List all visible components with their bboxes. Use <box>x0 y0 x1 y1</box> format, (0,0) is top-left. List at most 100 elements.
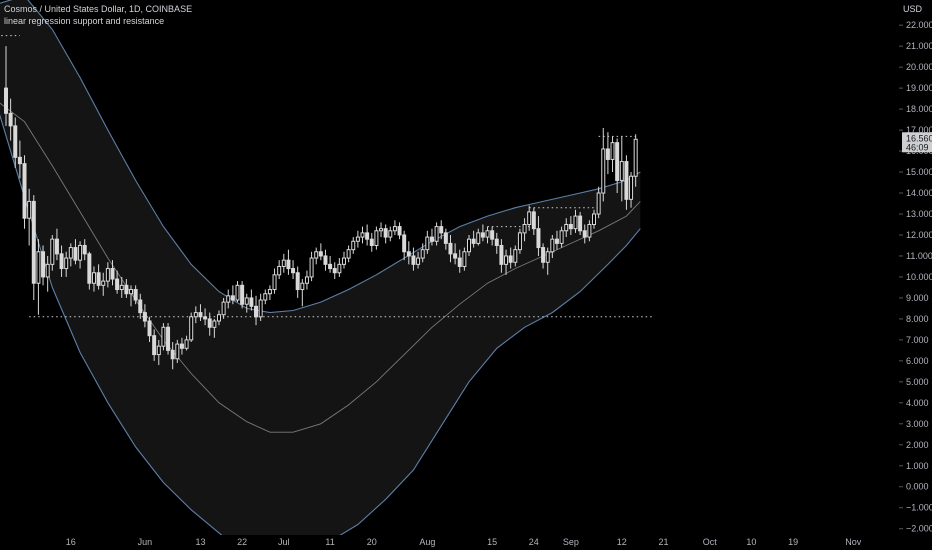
candle[interactable] <box>522 218 527 242</box>
candle[interactable] <box>207 312 212 336</box>
candle[interactable] <box>59 245 64 277</box>
candle[interactable] <box>281 253 286 273</box>
candle[interactable] <box>50 234 55 271</box>
symbol-title[interactable]: Cosmos / United States Dollar, 1D, COINB… <box>4 4 193 14</box>
candle[interactable] <box>184 335 189 351</box>
candle[interactable] <box>629 172 634 208</box>
candle[interactable] <box>494 232 499 254</box>
candle[interactable] <box>402 230 407 261</box>
candle[interactable] <box>295 266 300 298</box>
candle[interactable] <box>8 98 13 141</box>
candle[interactable] <box>216 310 221 326</box>
candle[interactable] <box>531 207 536 235</box>
candle[interactable] <box>568 216 573 235</box>
candle[interactable] <box>119 276 124 298</box>
candle[interactable] <box>68 243 73 267</box>
candle[interactable] <box>78 241 83 269</box>
candle[interactable] <box>142 304 147 328</box>
candle[interactable] <box>147 316 152 342</box>
candle[interactable] <box>314 247 319 265</box>
candle[interactable] <box>277 260 282 280</box>
candle[interactable] <box>263 289 268 305</box>
candle[interactable] <box>129 285 134 307</box>
candle[interactable] <box>448 234 453 263</box>
candle[interactable] <box>508 247 513 269</box>
candle[interactable] <box>379 222 384 238</box>
candle[interactable] <box>517 228 522 254</box>
candle[interactable] <box>578 211 583 235</box>
candle[interactable] <box>230 285 235 305</box>
candle[interactable] <box>13 117 18 168</box>
candle[interactable] <box>564 218 569 238</box>
candle[interactable] <box>351 237 356 254</box>
candle[interactable] <box>249 289 254 311</box>
candle[interactable] <box>179 337 184 355</box>
candle[interactable] <box>105 262 110 288</box>
candle[interactable] <box>244 293 249 313</box>
candle[interactable] <box>490 226 495 246</box>
candle[interactable] <box>193 306 198 324</box>
candle[interactable] <box>304 270 309 290</box>
candle[interactable] <box>619 136 624 202</box>
candle[interactable] <box>323 249 328 271</box>
candle[interactable] <box>397 222 402 240</box>
candle[interactable] <box>133 285 138 305</box>
candle[interactable] <box>559 226 564 248</box>
candle[interactable] <box>212 318 217 338</box>
candle[interactable] <box>467 234 471 256</box>
candle[interactable] <box>513 245 518 267</box>
candle[interactable] <box>615 138 620 194</box>
candle[interactable] <box>101 272 106 296</box>
candle[interactable] <box>82 239 87 261</box>
candle[interactable] <box>462 247 467 271</box>
indicator-label[interactable]: linear regression support and resistance <box>4 16 165 26</box>
candle[interactable] <box>4 46 8 126</box>
candle[interactable] <box>267 285 272 301</box>
candle[interactable] <box>573 209 578 233</box>
candle[interactable] <box>332 262 337 280</box>
candle[interactable] <box>45 255 50 292</box>
candle[interactable] <box>480 224 485 242</box>
candle[interactable] <box>17 140 22 179</box>
candle[interactable] <box>411 247 416 271</box>
candle[interactable] <box>254 295 259 326</box>
candle[interactable] <box>388 226 393 242</box>
candle[interactable] <box>124 279 129 298</box>
candle[interactable] <box>235 281 240 303</box>
candle[interactable] <box>369 232 374 252</box>
candle[interactable] <box>439 220 444 240</box>
candle[interactable] <box>22 155 27 229</box>
candle[interactable] <box>355 230 360 248</box>
candle[interactable] <box>300 279 305 307</box>
candle[interactable] <box>189 312 194 342</box>
time-axis[interactable]: 16 Jun 13 22 Jul 11 20 Aug 15 24 Sep 12 21 Oct 10 19 Nov <box>66 537 862 547</box>
candle[interactable] <box>582 224 587 244</box>
candle[interactable] <box>36 239 41 315</box>
candle[interactable] <box>198 304 203 321</box>
candle[interactable] <box>341 251 346 269</box>
candle[interactable] <box>309 251 314 282</box>
candle[interactable] <box>453 243 458 265</box>
candle[interactable] <box>406 241 411 265</box>
candle[interactable] <box>87 251 92 290</box>
candle[interactable] <box>64 251 69 277</box>
candle[interactable] <box>601 127 606 202</box>
candle[interactable] <box>605 132 610 175</box>
candle[interactable] <box>175 339 180 363</box>
candle[interactable] <box>221 297 226 319</box>
candle[interactable] <box>383 224 388 244</box>
candle[interactable] <box>420 243 425 263</box>
candle[interactable] <box>365 224 370 246</box>
candle[interactable] <box>457 249 462 273</box>
candle[interactable] <box>291 260 296 280</box>
candle[interactable] <box>374 226 379 250</box>
candle[interactable] <box>527 205 532 231</box>
price-axis[interactable]: −2.000 −1.000 0.000 1.000 2.000 3.000 4.000 5.0… <box>899 20 932 534</box>
candle[interactable] <box>425 230 430 254</box>
candle[interactable] <box>346 245 351 263</box>
candle[interactable] <box>504 249 509 275</box>
candle[interactable] <box>161 323 166 351</box>
candle[interactable] <box>27 188 32 246</box>
candle[interactable] <box>485 226 490 244</box>
